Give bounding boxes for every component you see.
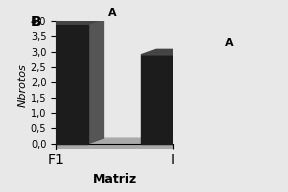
Bar bbox=[24, 24, 88, 144]
Text: A: A bbox=[108, 7, 117, 17]
Polygon shape bbox=[88, 19, 103, 144]
Polygon shape bbox=[205, 49, 221, 144]
Y-axis label: Nbrotos: Nbrotos bbox=[18, 63, 28, 107]
Polygon shape bbox=[24, 19, 103, 24]
Text: A: A bbox=[225, 38, 234, 48]
Text: B: B bbox=[30, 15, 41, 29]
Bar bbox=[141, 55, 205, 144]
Polygon shape bbox=[18, 138, 33, 149]
Polygon shape bbox=[18, 138, 226, 144]
Bar bbox=[18, 144, 211, 149]
Polygon shape bbox=[141, 49, 221, 55]
X-axis label: Matriz: Matriz bbox=[92, 173, 137, 186]
Polygon shape bbox=[211, 138, 226, 149]
